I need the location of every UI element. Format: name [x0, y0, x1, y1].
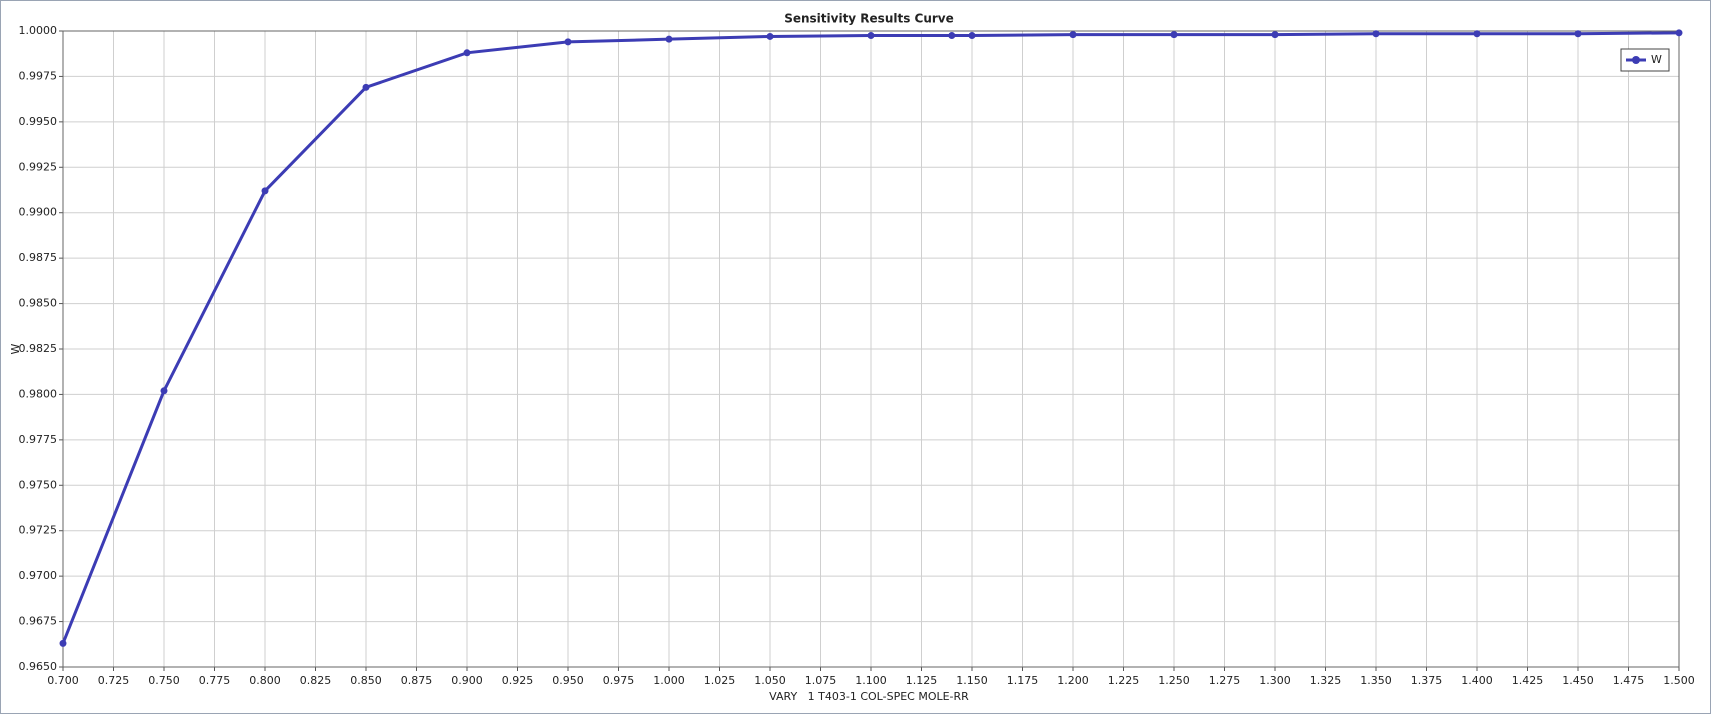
x-tick-label: 0.850 [350, 674, 382, 687]
y-tick-label: 0.9725 [19, 524, 58, 537]
chart-title: Sensitivity Results Curve [784, 12, 954, 26]
x-tick-label: 1.050 [754, 674, 786, 687]
y-tick-label: 0.9775 [19, 433, 58, 446]
data-point [766, 32, 774, 40]
y-tick-label: 0.9700 [19, 569, 58, 582]
x-tick-label: 1.200 [1057, 674, 1089, 687]
x-axis-label: VARY 1 T403-1 COL-SPEC MOLE-RR [769, 690, 969, 703]
data-point [1574, 30, 1582, 38]
x-tick-label: 1.250 [1158, 674, 1190, 687]
x-tick-label: 0.725 [98, 674, 130, 687]
x-tick-label: 1.300 [1259, 674, 1291, 687]
x-tick-label: 1.325 [1310, 674, 1342, 687]
data-point [1271, 31, 1279, 39]
legend-marker [1632, 56, 1640, 64]
x-tick-label: 1.500 [1663, 674, 1695, 687]
x-tick-label: 1.450 [1562, 674, 1594, 687]
y-tick-label: 0.9900 [19, 206, 58, 219]
x-tick-label: 1.000 [653, 674, 685, 687]
data-point [665, 35, 673, 43]
data-point [867, 32, 875, 40]
x-tick-label: 1.150 [956, 674, 988, 687]
x-tick-label: 0.700 [47, 674, 79, 687]
y-tick-label: 0.9750 [19, 478, 58, 491]
data-point [1170, 31, 1178, 39]
x-tick-label: 0.800 [249, 674, 281, 687]
y-tick-label: 0.9875 [19, 251, 58, 264]
data-point [463, 49, 471, 57]
data-point [1372, 30, 1380, 38]
y-axis-label: W [9, 343, 22, 354]
x-tick-label: 1.425 [1512, 674, 1544, 687]
data-point [1675, 29, 1683, 37]
y-tick-label: 0.9950 [19, 115, 58, 128]
x-tick-label: 1.400 [1461, 674, 1493, 687]
x-tick-label: 1.075 [805, 674, 837, 687]
x-tick-label: 1.375 [1411, 674, 1443, 687]
y-tick-label: 0.9850 [19, 297, 58, 310]
data-point [948, 32, 956, 40]
legend-label: W [1651, 53, 1662, 66]
data-point [160, 387, 168, 395]
data-point [261, 187, 269, 195]
y-tick-label: 0.9675 [19, 615, 58, 628]
x-tick-label: 0.975 [603, 674, 635, 687]
data-point [968, 32, 976, 40]
y-tick-label: 0.9825 [19, 342, 58, 355]
y-tick-label: 0.9925 [19, 160, 58, 173]
plot-frame [62, 30, 1680, 668]
x-tick-label: 0.875 [401, 674, 433, 687]
x-tick-label: 1.350 [1360, 674, 1392, 687]
x-tick-label: 1.100 [855, 674, 887, 687]
x-tick-label: 0.750 [148, 674, 180, 687]
x-tick-label: 1.125 [906, 674, 938, 687]
x-tick-label: 0.900 [451, 674, 483, 687]
x-tick-label: 1.275 [1209, 674, 1241, 687]
x-tick-label: 0.925 [502, 674, 534, 687]
y-tick-label: 1.0000 [19, 24, 58, 37]
data-point [1473, 30, 1481, 38]
x-tick-label: 1.225 [1108, 674, 1140, 687]
data-point [564, 38, 572, 46]
data-point [1069, 31, 1077, 39]
x-tick-label: 0.775 [199, 674, 231, 687]
data-point [59, 639, 67, 647]
x-tick-label: 0.825 [300, 674, 332, 687]
x-tick-label: 0.950 [552, 674, 584, 687]
data-point [362, 83, 370, 91]
x-tick-label: 1.025 [704, 674, 736, 687]
series-line [61, 31, 1680, 644]
y-tick-label: 0.9975 [19, 69, 58, 82]
y-tick-label: 0.9800 [19, 387, 58, 400]
x-tick-label: 1.175 [1007, 674, 1039, 687]
x-tick-label: 1.475 [1613, 674, 1645, 687]
y-tick-label: 0.9650 [19, 660, 58, 673]
